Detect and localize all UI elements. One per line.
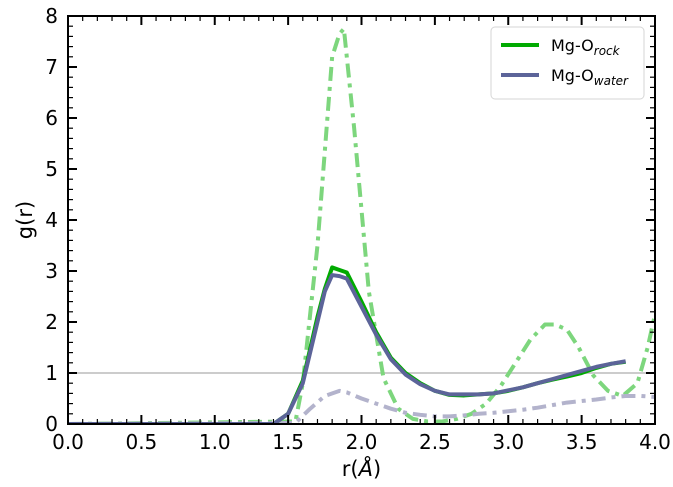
x-axis-label-main: r( [342,457,359,481]
x-tick-label: 1.0 [199,430,231,454]
y-tick-label: 3 [45,259,58,283]
series-water-line [68,273,626,424]
x-tick-label: 1.5 [272,430,304,454]
x-tick-label: 4.0 [639,430,671,454]
x-tick-label: 0.0 [52,430,84,454]
y-tick-label: 1 [45,361,58,385]
x-tick-label: 2.5 [419,430,451,454]
y-tick-label: 7 [45,55,58,79]
y-tick-label: 6 [45,106,58,130]
y-tick-label: 5 [45,157,58,181]
plot-frame [67,15,656,425]
series-dashdot-3-line [68,388,655,424]
legend-label-subscript: rock [594,44,621,58]
plot-area [68,26,655,424]
series-rock-line [68,265,626,424]
y-tick-label: 2 [45,310,58,334]
legend-label-water: Mg-Owater [551,66,629,88]
x-axis-label: r(Å) [342,455,381,481]
legend-label-subscript: water [594,74,629,88]
y-axis-label: g(r) [13,201,37,239]
x-axis-label-unit: Å [357,455,373,481]
x-axis-label-tail: ) [373,457,381,481]
y-tick-label: 4 [45,208,58,232]
x-tick-label: 0.5 [125,430,157,454]
x-tick-label: 3.0 [492,430,524,454]
legend-label-rock: Mg-Orock [551,36,621,58]
legend-label-main: Mg-O [551,36,594,55]
y-tick-label: 8 [45,4,58,28]
y-tick-label: 0 [45,412,58,436]
x-tick-label: 3.5 [566,430,598,454]
x-tick-label: 2.0 [346,430,378,454]
legend-label-main: Mg-O [551,66,594,85]
